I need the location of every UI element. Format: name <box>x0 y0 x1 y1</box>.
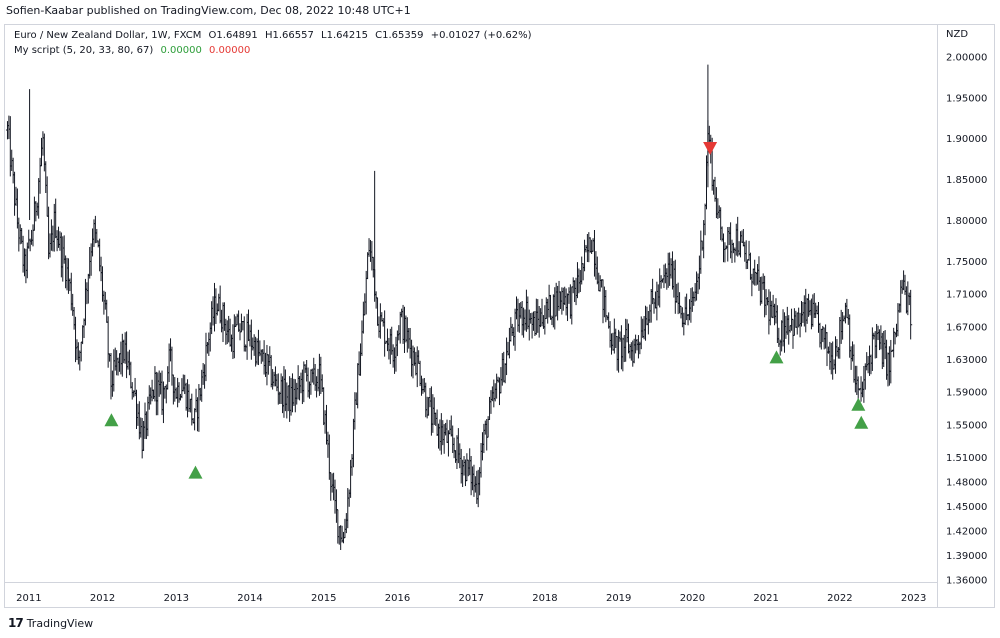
symbol-name: Euro / New Zealand Dollar, 1W, FXCM <box>14 30 202 41</box>
price-tick-label: 1.48000 <box>946 478 987 489</box>
chart-frame <box>4 24 995 608</box>
time-tick-label: 2021 <box>753 593 778 604</box>
price-bar <box>909 289 913 340</box>
price-tick-label: 1.90000 <box>946 134 987 145</box>
price-bars-group <box>5 64 913 550</box>
price-bar <box>383 310 387 357</box>
price-tick-label: 1.39000 <box>946 551 987 562</box>
price-tick-label: 1.95000 <box>946 93 987 104</box>
signals-group <box>104 142 869 479</box>
price-change: +0.01027 (+0.62%) <box>430 30 532 41</box>
price-tick-label: 1.42000 <box>946 527 987 538</box>
sell-signal-triangle <box>703 142 718 156</box>
price-axis-ticks[interactable]: 2.00000 1.95000 1.90000 1.85000 1.80000 1.750… <box>946 52 987 586</box>
price-axis-divider <box>937 24 938 608</box>
price-tick-label: 1.80000 <box>946 216 987 227</box>
buy-signal-triangle <box>851 397 866 411</box>
time-tick-label: 2015 <box>311 593 336 604</box>
time-tick-label: 2013 <box>164 593 189 604</box>
publisher-line: Sofien-Kaabar published on TradingView.c… <box>6 4 411 17</box>
price-tick-label: 1.75000 <box>946 257 987 268</box>
ohlc-open: O1.64891 <box>208 30 258 41</box>
time-tick-label: 2014 <box>237 593 262 604</box>
time-tick-label: 2012 <box>90 593 115 604</box>
symbol-legend-row[interactable]: Euro / New Zealand Dollar, 1W, FXCM O1.6… <box>14 28 536 43</box>
time-tick-label: 2020 <box>680 593 705 604</box>
time-tick-label: 2011 <box>16 593 41 604</box>
buy-signal-triangle <box>854 415 869 429</box>
price-tick-label: 1.45000 <box>946 502 987 513</box>
price-tick-label: 1.67000 <box>946 322 987 333</box>
time-tick-label: 2019 <box>606 593 631 604</box>
buy-signal-triangle <box>104 413 119 427</box>
chart-legend: Euro / New Zealand Dollar, 1W, FXCM O1.6… <box>14 28 536 58</box>
footer: 17 TradingView <box>8 616 93 630</box>
script-legend-row[interactable]: My script (5, 20, 33, 80, 67) 0.00000 0.… <box>14 43 536 58</box>
ohlc-low: L1.64215 <box>321 30 368 41</box>
buy-signal-triangle <box>769 350 784 364</box>
price-tick-label: 2.00000 <box>946 52 987 63</box>
time-axis-divider <box>4 582 937 583</box>
tradingview-logo-icon: 17 <box>8 616 24 630</box>
currency-label: NZD <box>946 29 969 40</box>
time-tick-label: 2016 <box>385 593 410 604</box>
buy-signal-triangle <box>188 465 203 479</box>
time-tick-label: 2017 <box>459 593 484 604</box>
time-axis-ticks[interactable]: 2011 2012 2013 2014 2015 2016 2017 2018 2019 2020… <box>16 593 926 604</box>
price-tick-label: 1.51000 <box>946 453 987 464</box>
ohlc-high: H1.66557 <box>264 30 314 41</box>
script-value-1: 0.00000 <box>160 45 202 56</box>
ohlc-close: C1.65359 <box>375 30 424 41</box>
price-tick-label: 1.55000 <box>946 420 987 431</box>
time-tick-label: 2022 <box>827 593 852 604</box>
price-tick-label: 1.71000 <box>946 290 987 301</box>
script-value-2: 0.00000 <box>209 45 251 56</box>
time-tick-label: 2018 <box>532 593 557 604</box>
price-tick-label: 1.63000 <box>946 355 987 366</box>
time-tick-label: 2023 <box>901 593 926 604</box>
price-tick-label: 1.85000 <box>946 175 987 186</box>
footer-brand: TradingView <box>26 616 94 630</box>
price-tick-label: 1.36000 <box>946 576 987 587</box>
price-tick-label: 1.59000 <box>946 388 987 399</box>
script-name: My script (5, 20, 33, 80, 67) <box>14 45 154 56</box>
